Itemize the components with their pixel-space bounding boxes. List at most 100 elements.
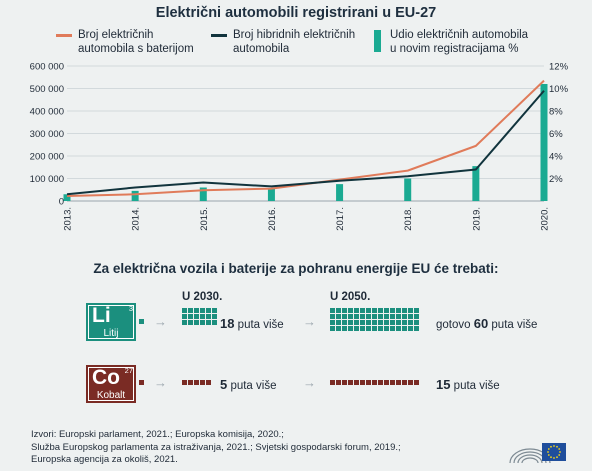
unit-square — [402, 308, 407, 313]
cobalt-2030-unit: puta više — [230, 380, 277, 392]
unit-square — [206, 320, 211, 325]
unit-square — [182, 314, 187, 319]
unit-square — [188, 380, 193, 385]
unit-square — [354, 308, 359, 313]
cobalt-2030-text: 5 puta više — [220, 377, 276, 392]
unit-square — [366, 320, 371, 325]
unit-square — [408, 314, 413, 319]
y-left-tick-label: 300 000 — [30, 129, 64, 140]
unit-square — [390, 314, 395, 319]
lithium-2050-prefix: gotovo — [436, 319, 471, 331]
cobalt-2030-value: 5 — [220, 377, 228, 392]
unit-square — [200, 380, 205, 385]
unit-square — [330, 380, 335, 385]
share-bar — [336, 184, 344, 201]
unit-square — [390, 308, 395, 313]
x-tick-label: 2013. — [63, 207, 74, 231]
share-bar — [63, 194, 71, 201]
unit-square — [194, 308, 199, 313]
y-left-tick-label: 200 000 — [30, 152, 64, 163]
unit-square — [372, 326, 377, 331]
lithium-symbol: Li — [92, 304, 111, 327]
unit-square — [414, 320, 419, 325]
arrow-icon: → — [303, 314, 316, 329]
lithium-element-box: Li 3 Litij — [86, 303, 136, 341]
unit-square — [348, 320, 353, 325]
lithium-number: 3 — [128, 304, 133, 313]
unit-square — [384, 320, 389, 325]
hev-series-line — [66, 90, 545, 196]
lithium-2030-value: 18 — [220, 316, 235, 331]
unit-square — [212, 320, 217, 325]
legend-share-line1: Udio električnih automobila — [390, 29, 529, 41]
sources: Izvori: Europski parlament, 2021.; Europ… — [31, 429, 401, 467]
y-left-tick-label: 100 000 — [30, 174, 64, 185]
unit-square — [408, 320, 413, 325]
y-right-tick-label: 8% — [549, 107, 563, 118]
ev-registrations-chart: 0 100 000 200 000 300 000 400 000 500 000 600 … — [30, 62, 569, 231]
unit-square — [414, 308, 419, 313]
y-right-tick-label: 6% — [549, 129, 563, 140]
unit-square — [206, 308, 211, 313]
legend-share-line2: u novim registracijama % — [390, 43, 519, 55]
legend-hev-swatch — [211, 34, 227, 37]
x-tick-label: 2016. — [267, 207, 278, 231]
unit-square — [360, 380, 365, 385]
unit-square — [182, 380, 187, 385]
unit-square — [354, 314, 359, 319]
unit-square — [366, 326, 371, 331]
unit-square — [188, 320, 193, 325]
unit-square — [378, 326, 383, 331]
arrow-icon: → — [303, 375, 316, 390]
unit-square — [336, 380, 341, 385]
unit-square — [372, 314, 377, 319]
legend-hev-line1: Broj hibridnih električnih — [233, 29, 356, 41]
x-tick-label: 2019. — [471, 207, 482, 231]
unit-square — [336, 308, 341, 313]
unit-square — [342, 308, 347, 313]
unit-square — [212, 308, 217, 313]
unit-square — [360, 320, 365, 325]
lithium-2050-unit: puta više — [491, 319, 538, 331]
unit-square — [384, 314, 389, 319]
chart-title: Električni automobili registrirani u EU-… — [155, 5, 437, 21]
unit-square — [378, 380, 383, 385]
unit-square — [342, 326, 347, 331]
legend-share: Udio električnih automobila u novim regi… — [374, 28, 529, 56]
unit-square — [182, 320, 187, 325]
cobalt-2030-squares — [182, 380, 211, 385]
unit-square — [372, 380, 377, 385]
unit-square — [402, 326, 407, 331]
unit-square — [402, 380, 407, 385]
cobalt-element-box: Co 27 Kobalt — [86, 365, 136, 403]
legend-share-swatch — [374, 30, 381, 52]
unit-square — [366, 308, 371, 313]
unit-square — [366, 380, 371, 385]
lithium-2050-squares — [330, 308, 419, 331]
source-line: Izvori: Europski parlament, 2021.; Europ… — [31, 429, 284, 440]
unit-square — [396, 320, 401, 325]
share-bar — [267, 188, 275, 201]
unit-square — [378, 314, 383, 319]
cobalt-2050-unit: puta više — [453, 380, 500, 392]
unit-square — [402, 314, 407, 319]
unit-square — [384, 380, 389, 385]
y-right-tick-label: 4% — [549, 152, 563, 163]
unit-square — [354, 326, 359, 331]
x-tick-label: 2015. — [199, 207, 210, 231]
year-2050-label: U 2050. — [330, 291, 371, 303]
unit-square — [390, 380, 395, 385]
unit-square — [200, 308, 205, 313]
cobalt-number: 27 — [124, 366, 133, 375]
lithium-2030-squares — [182, 308, 217, 325]
unit-square — [396, 308, 401, 313]
arrow-icon: → — [154, 375, 167, 390]
unit-square — [348, 326, 353, 331]
y-right-tick-label: 12% — [549, 62, 569, 73]
unit-square — [342, 320, 347, 325]
unit-square — [348, 308, 353, 313]
share-bar — [540, 84, 548, 201]
legend-bev-swatch — [56, 34, 72, 37]
unit-square — [348, 314, 353, 319]
unit-square — [206, 380, 211, 385]
